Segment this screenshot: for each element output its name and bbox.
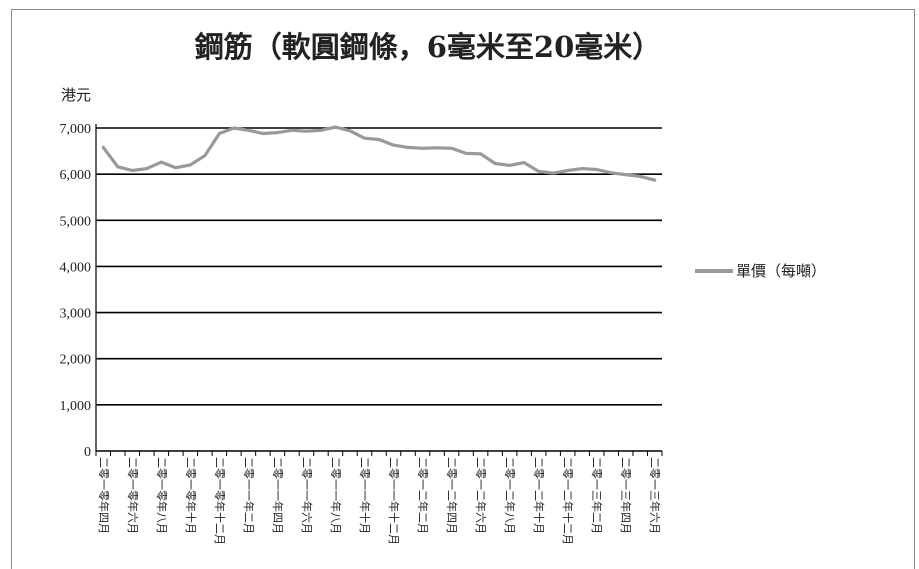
x-tick-label: 二零一一年六月 [300,457,314,534]
chart-title: 鋼筋（軟圓鋼條，6毫米至20毫米） [195,30,662,64]
data-point [378,138,380,141]
data-point [102,146,105,149]
data-point [334,126,337,128]
x-tick-label: 二零一一年二月 [242,457,256,534]
data-point [146,167,148,170]
x-tick-label: 二零一三年六月 [648,457,662,534]
x-tick-label: 二零一二年二月 [416,457,430,534]
y-tick-label: 5,000 [60,214,92,229]
x-tick-label: 二零一零年六月 [126,457,140,534]
x-tick-label: 二零一一年十二月 [387,457,401,545]
data-point [320,129,322,132]
data-point [262,132,264,135]
legend-label: 單價（每噸） [736,262,826,280]
data-point [392,144,395,146]
data-point [233,127,235,129]
data-point [581,167,583,170]
data-point [494,162,496,165]
data-point [204,154,206,157]
line-chart: 鋼筋（軟圓鋼條，6毫米至20毫米） 港元 7,000 6,000 5,000 4,00… [60,30,827,545]
x-tick-label: 二零一一年十月 [358,457,372,534]
data-point [117,166,119,168]
x-tick-label: 二零一一年八月 [329,457,343,534]
data-point [160,161,163,163]
x-axis-ticks: 二零一零年四月 二零一零年六月 二零一零年八月 二零一零年十月 二零一零年十二月 二零一一… [97,457,662,545]
series-layer [101,125,657,182]
data-point [276,131,279,134]
y-tick-label: 4,000 [60,260,92,275]
data-point [479,153,482,155]
x-tick-label: 二零一二年十二月 [561,457,575,545]
data-point [566,169,569,172]
data-point [247,129,250,132]
data-point [175,166,177,169]
data-point [537,170,540,173]
legend: 單價（每噸） [695,262,826,280]
y-tick-label: 1,000 [60,399,92,414]
y-tick-label: 3,000 [60,307,92,322]
x-tick-label: 二零一二年十月 [532,457,546,534]
data-point [450,147,453,150]
chart-frame [11,9,915,569]
data-point [465,152,467,155]
x-tick-label: 二零一三年二月 [590,457,604,534]
x-tick-label: 二零一二年六月 [474,457,488,534]
data-point [349,130,351,132]
x-tick-label: 二零一零年十二月 [213,457,227,545]
data-point [131,169,134,172]
data-point [653,179,656,181]
y-tick-label: 0 [84,445,91,460]
data-point [508,164,511,167]
data-point [218,132,221,135]
axes [95,124,663,456]
data-point [639,175,641,178]
x-tick-label: 二零一零年八月 [155,457,169,534]
y-tick-label: 6,000 [60,168,92,183]
data-point [291,129,293,132]
y-axis-label: 港元 [61,86,91,104]
x-tick-label: 二零一零年十月 [184,457,198,534]
data-point [610,172,612,174]
data-point [552,172,554,174]
data-point [407,146,409,149]
data-point [624,173,627,176]
y-tick-label: 7,000 [60,122,92,137]
data-point [436,147,438,149]
data-point [595,168,598,171]
y-axis-ticks: 7,000 6,000 5,000 4,000 3,000 2,000 1,000 0 [60,122,92,460]
x-tick-label: 二零一二年八月 [503,457,517,534]
x-tick-label: 二零一二年四月 [445,457,459,534]
data-point [523,161,525,164]
y-tick-label: 2,000 [60,353,92,368]
data-point [305,130,308,132]
x-tick-label: 二零一一年四月 [271,457,285,534]
data-point [363,137,366,139]
data-point [189,164,192,166]
x-tick-label: 二零一零年四月 [97,457,111,534]
data-point [421,147,424,150]
x-tick-label: 二零一三年四月 [619,457,633,534]
gridlines [96,127,662,406]
series-line [101,125,657,182]
